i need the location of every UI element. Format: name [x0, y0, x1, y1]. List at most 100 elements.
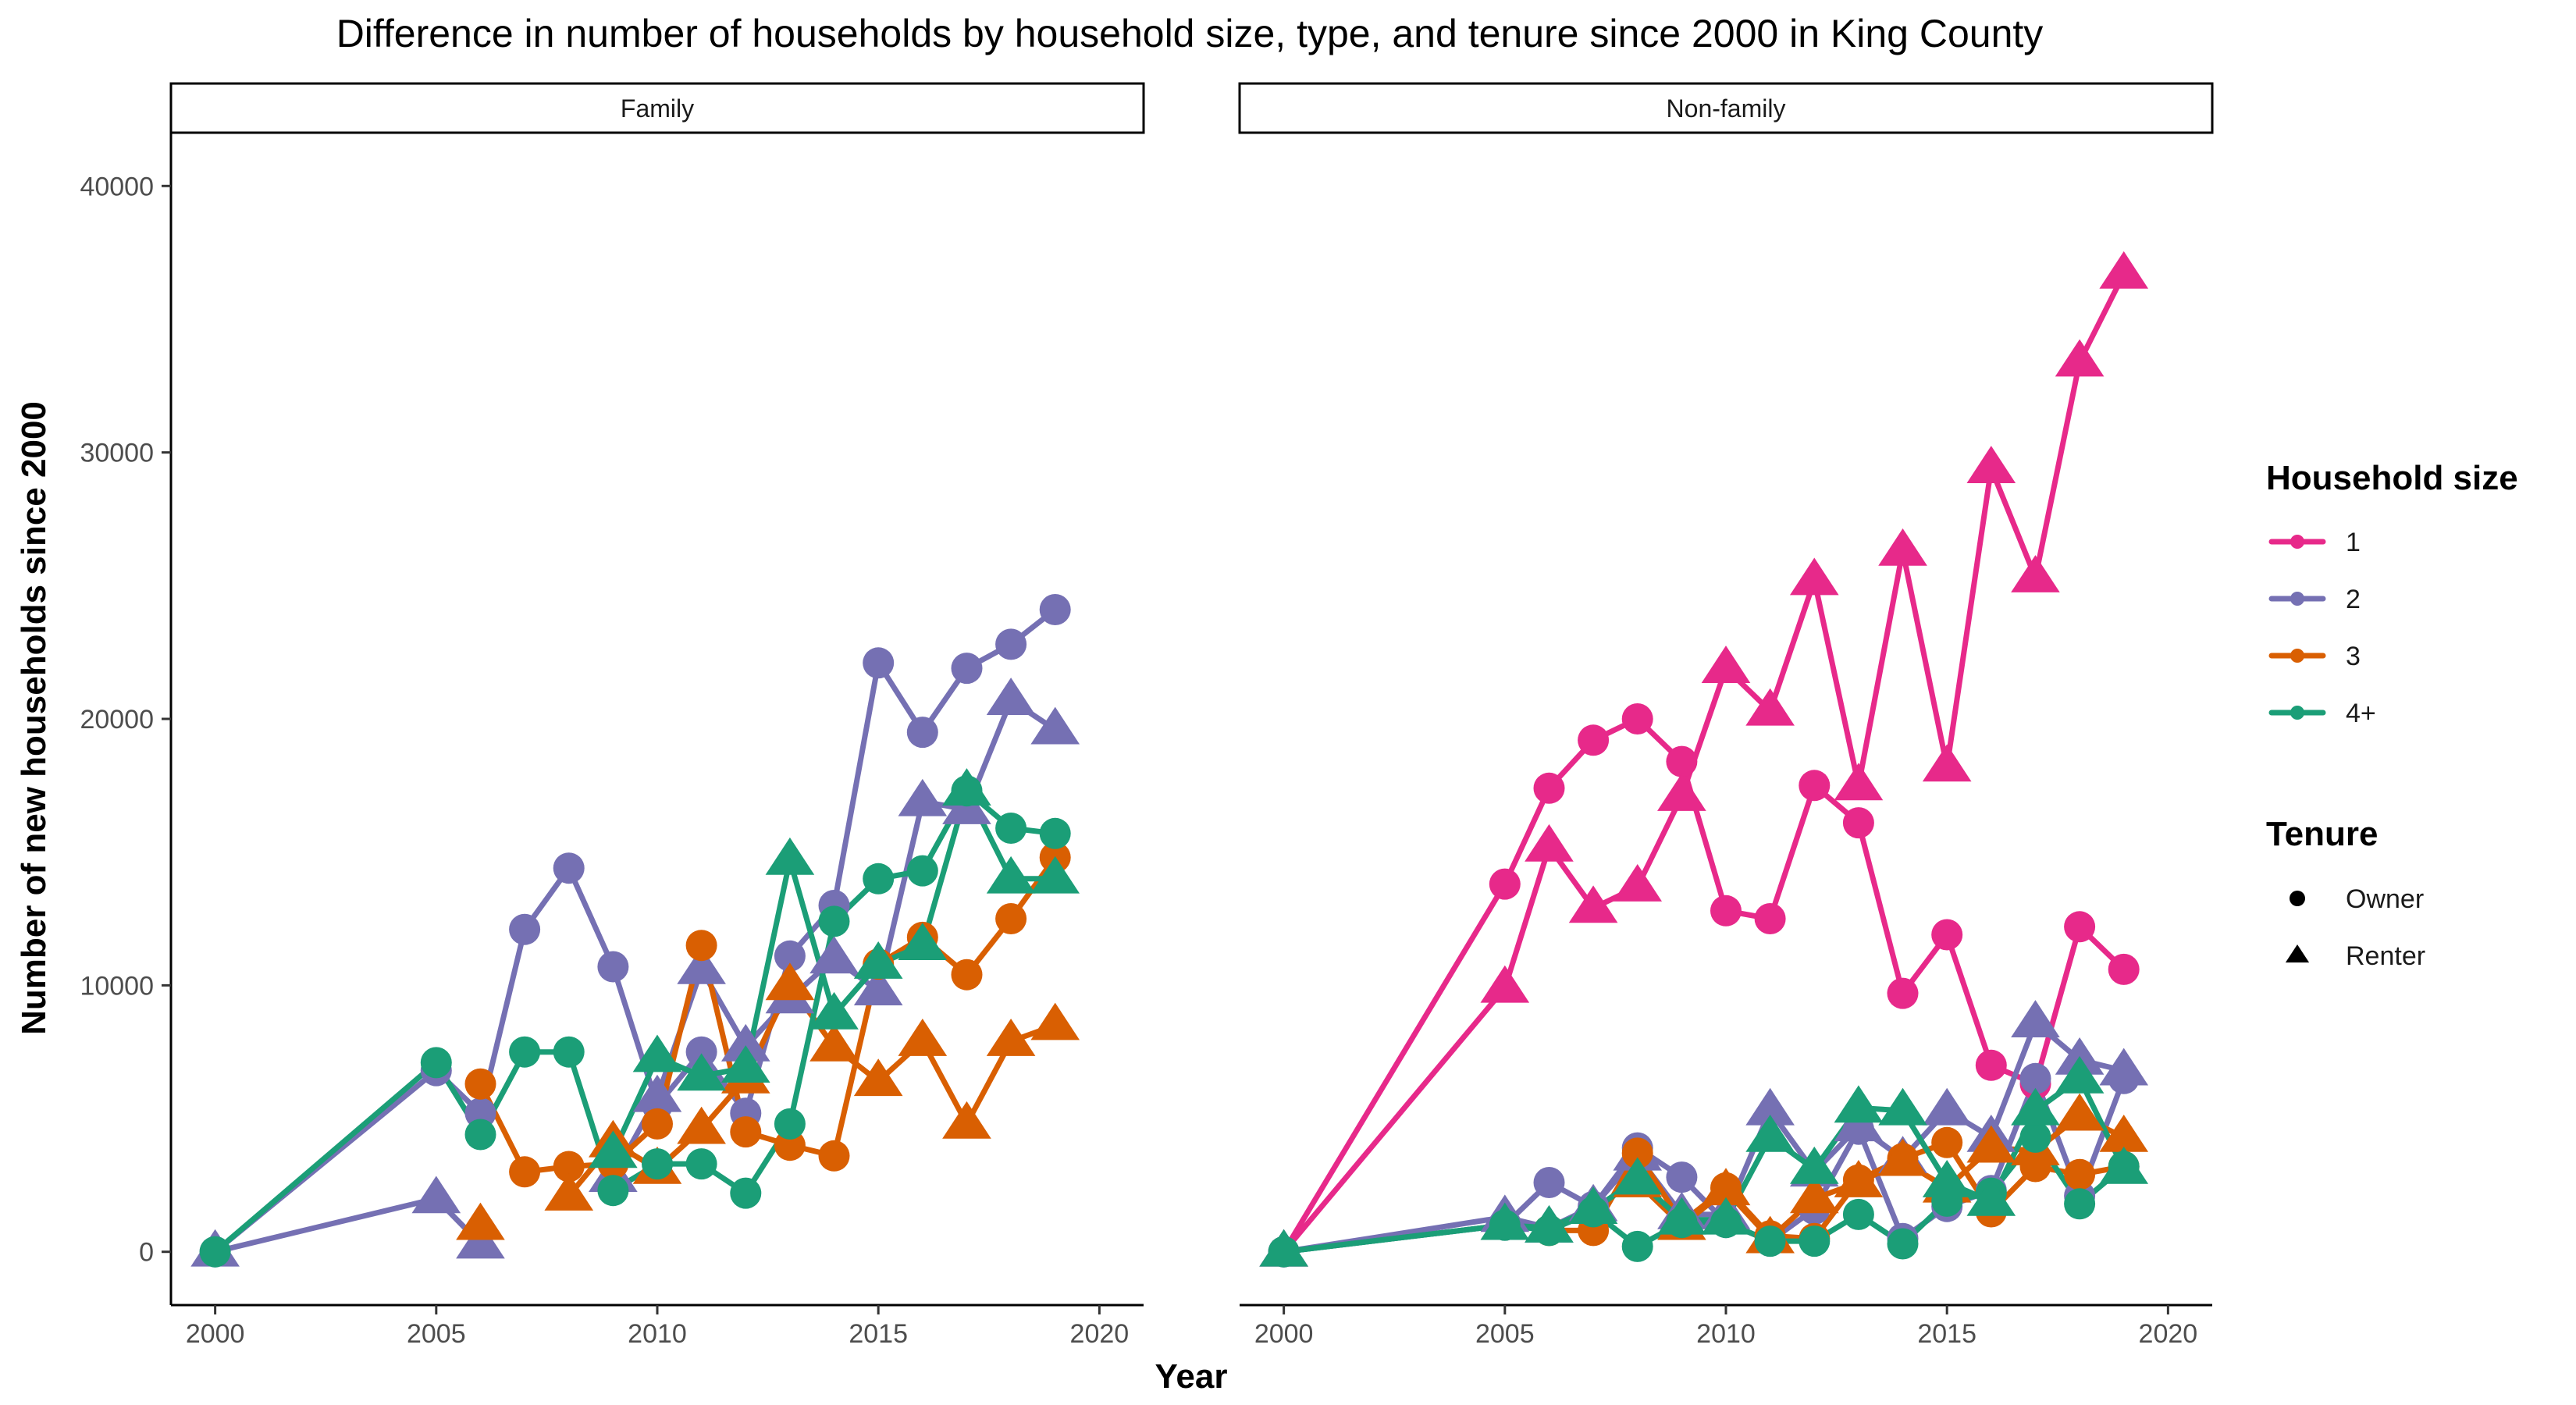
point-non-family-size-3-owner-2008 [1621, 1137, 1653, 1169]
x-tick-label-non-family-2010: 2010 [1696, 1319, 1756, 1349]
point-family-size-4-owner-2000 [199, 1236, 231, 1268]
point-family-size-2-owner-2013 [774, 940, 806, 972]
x-tick-label-non-family-2015: 2015 [1917, 1319, 1976, 1349]
point-non-family-size-3-renter-2016 [1966, 1125, 2016, 1163]
point-non-family-size-4-owner-2014 [1887, 1228, 1919, 1260]
point-non-family-size-4-owner-2017 [2019, 1121, 2051, 1153]
point-non-family-size-1-renter-2016 [1966, 446, 2016, 483]
series-line-non-family-size-2-owner-2 [1281, 1076, 2127, 1255]
point-non-family-size-3-owner-2018 [2064, 1158, 2096, 1190]
point-family-size-3-owner-2018 [995, 903, 1027, 934]
point-non-family-size-1-renter-2011 [1745, 688, 1795, 726]
point-non-family-size-4-renter-2006 [1525, 1205, 1574, 1243]
point-non-family-size-3-renter-2012 [1789, 1176, 1839, 1214]
point-family-size-4-renter-2012 [720, 1045, 770, 1083]
point-non-family-size-4-renter-2011 [1745, 1114, 1795, 1152]
point-non-family-size-4-owner-2008 [1621, 1230, 1653, 1262]
point-non-family-size-4-renter-2017 [2011, 1087, 2060, 1126]
point-family-size-4-renter-2019 [1030, 855, 1080, 894]
x-tick-label-non-family-2000: 2000 [1254, 1319, 1314, 1349]
panel-non-family: Non-family 2000 2005 2010 2015 2020 [1238, 82, 2214, 1349]
point-non-family-size-2-owner-2017 [2019, 1062, 2051, 1094]
y-axis-title: Number of new households since 2000 [15, 401, 53, 1035]
strip-family [169, 82, 1145, 134]
point-family-size-4-renter-2018 [986, 855, 1036, 894]
point-non-family-size-1-renter-2015 [1922, 744, 1972, 782]
point-non-family-size-1-owner-2013 [1842, 807, 1874, 839]
x-axis-title: Year [1155, 1357, 1228, 1396]
x-tick-label-family-2000: 2000 [186, 1319, 245, 1349]
point-family-size-3-owner-2011 [685, 930, 717, 962]
point-non-family-size-4-renter-2000 [1259, 1229, 1308, 1267]
point-non-family-size-1-renter-2014 [1878, 528, 1927, 566]
point-family-size-3-owner-2007 [509, 1156, 541, 1188]
legend-key-owner [2290, 891, 2305, 906]
chart-title: Difference in number of households by ho… [336, 12, 2044, 55]
point-family-size-2-owner-2011 [685, 1036, 717, 1068]
point-non-family-size-4-renter-2007 [1568, 1186, 1618, 1224]
point-non-family-size-1-renter-2019 [2099, 251, 2149, 289]
series-line-family-size-4-owner-6 [212, 788, 1059, 1255]
point-non-family-size-4-owner-2018 [2064, 1188, 2096, 1220]
point-family-size-2-renter-2014 [809, 936, 859, 974]
point-family-size-3-renter-2011 [677, 1106, 726, 1144]
legend-key-renter [2285, 944, 2310, 963]
x-tick-label-family-2015: 2015 [849, 1319, 908, 1349]
x-ticks-family: 2000 2005 2010 2015 2020 [186, 1305, 1129, 1349]
y-ticks: 0 10000 20000 30000 40000 [80, 172, 171, 1268]
point-family-size-4-owner-2007 [509, 1036, 541, 1068]
point-family-size-2-owner-2016 [906, 717, 938, 749]
point-non-family-size-1-renter-2006 [1525, 823, 1574, 862]
point-non-family-size-2-owner-2009 [1666, 1161, 1698, 1193]
legend-label-size-4: 4+ [2346, 699, 2376, 728]
point-family-size-4-owner-2018 [995, 813, 1027, 844]
point-family-size-4-renter-2016 [898, 923, 948, 961]
legend-label-size-1: 1 [2346, 528, 2361, 557]
point-family-size-2-owner-2019 [1039, 594, 1071, 625]
point-family-size-3-renter-2014 [809, 1023, 859, 1062]
point-family-size-2-owner-2018 [995, 628, 1027, 660]
point-family-size-3-renter-2019 [1030, 1002, 1080, 1040]
legend-label-size-2: 2 [2346, 585, 2361, 614]
point-non-family-size-1-owner-2016 [1975, 1049, 2007, 1081]
legend-items: 1 2 3 4+ Owner Renter [2268, 528, 2425, 971]
point-non-family-size-1-renter-2018 [2055, 339, 2105, 377]
point-family-size-4-renter-2015 [853, 941, 903, 979]
legend-key-dot-size-2 [2290, 592, 2304, 606]
point-non-family-size-4-renter-2016 [1966, 1178, 2016, 1216]
point-family-size-4-owner-2005 [420, 1047, 452, 1079]
point-non-family-size-4-owner-2012 [1799, 1225, 1831, 1257]
point-non-family-size-2-renter-2017 [2011, 1000, 2060, 1038]
panel-family-marks [190, 594, 1080, 1268]
point-family-size-3-renter-2015 [853, 1058, 903, 1097]
point-non-family-size-1-renter-2008 [1613, 864, 1663, 902]
legend-label-renter: Renter [2346, 941, 2425, 971]
point-family-size-4-owner-2015 [863, 863, 895, 895]
strip-label-non-family: Non-family [1667, 94, 1786, 123]
point-family-size-4-owner-2008 [553, 1036, 585, 1068]
y-tick-label-30000: 30000 [80, 439, 154, 468]
legend-title-tenure: Tenure [2266, 815, 2378, 853]
point-non-family-size-3-renter-2014 [1878, 1138, 1927, 1176]
point-family-size-4-owner-2011 [685, 1148, 717, 1180]
x-tick-label-family-2005: 2005 [407, 1319, 466, 1349]
point-non-family-size-1-renter-2005 [1480, 965, 1530, 1003]
legend-key-dot-size-1 [2290, 535, 2304, 549]
point-family-size-2-renter-2016 [898, 778, 948, 816]
panel-family: Family 2000 2005 2010 2015 2020 0 10000 20000 3… [80, 82, 1145, 1349]
point-non-family-size-1-owner-2011 [1754, 903, 1786, 934]
point-family-size-3-owner-2006 [464, 1068, 496, 1100]
point-non-family-size-1-owner-2009 [1666, 745, 1698, 777]
y-tick-label-20000: 20000 [80, 705, 154, 735]
point-non-family-size-2-owner-2006 [1533, 1167, 1565, 1198]
y-tick-label-10000: 10000 [80, 971, 154, 1001]
point-non-family-size-1-owner-2010 [1710, 895, 1742, 927]
point-family-size-2-renter-2010 [632, 1074, 682, 1112]
point-family-size-4-renter-2017 [942, 768, 991, 806]
point-non-family-size-4-owner-2011 [1754, 1225, 1786, 1257]
point-family-size-3-renter-2008 [544, 1173, 594, 1211]
point-non-family-size-1-renter-2017 [2011, 555, 2060, 592]
point-family-size-2-renter-2019 [1030, 706, 1080, 745]
point-non-family-size-1-owner-2006 [1533, 772, 1565, 804]
